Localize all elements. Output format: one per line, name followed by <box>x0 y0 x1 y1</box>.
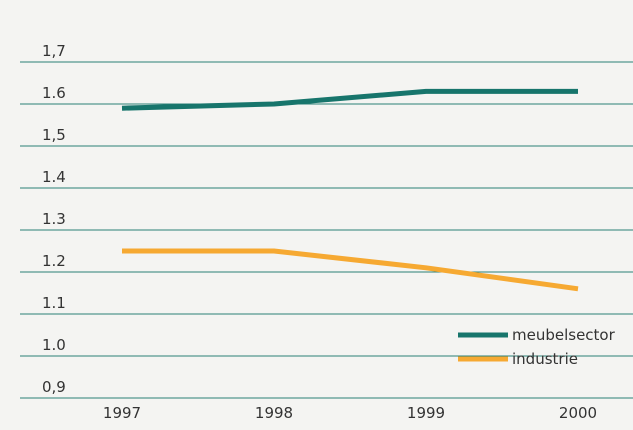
x-tick-label: 1997 <box>103 404 141 422</box>
y-tick-label: 1,7 <box>42 42 66 60</box>
legend-label: meubelsector <box>512 326 616 344</box>
y-tick-label: 1.2 <box>42 252 66 270</box>
x-tick-label: 2000 <box>559 404 597 422</box>
line <box>122 248 579 292</box>
y-tick-label: 1.6 <box>42 84 66 102</box>
x-tick-label: 1998 <box>255 404 293 422</box>
y-tick-label: 0,9 <box>42 378 66 396</box>
y-tick-label: 1.4 <box>42 168 66 186</box>
y-tick-label: 1,5 <box>42 126 66 144</box>
legend-label: industrie <box>512 350 578 368</box>
x-tick-label: 1999 <box>407 404 445 422</box>
y-tick-label: 1.1 <box>42 294 66 312</box>
y-tick-label: 1.0 <box>42 336 66 354</box>
y-tick-label: 1.3 <box>42 210 66 228</box>
line <box>121 88 578 111</box>
